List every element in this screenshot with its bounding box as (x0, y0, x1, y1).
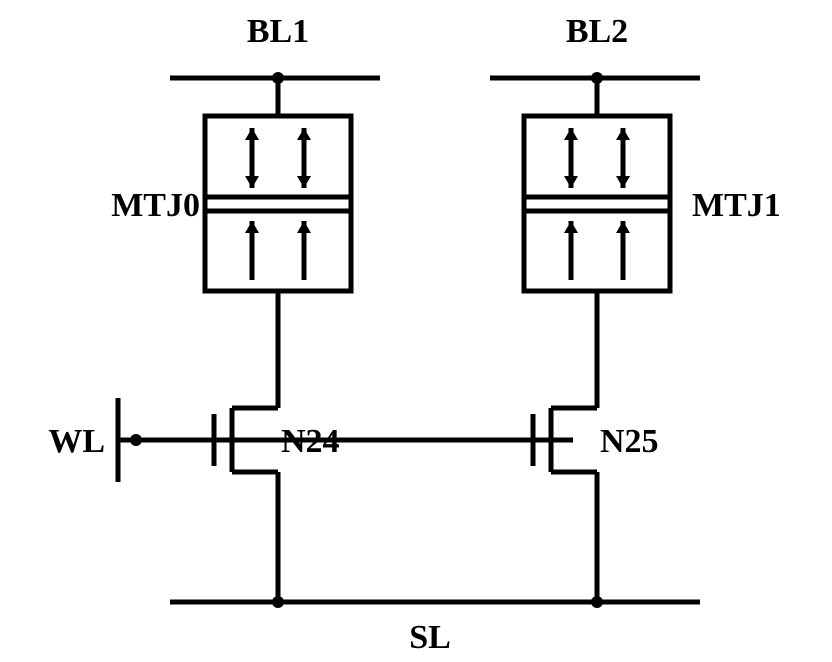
label-sl: SL (409, 619, 451, 656)
right-sl-dot (591, 596, 603, 608)
left-mtj-box (205, 116, 351, 291)
left-sl-dot (272, 596, 284, 608)
right-mtj-box (524, 116, 670, 291)
label-wl: WL (48, 423, 105, 460)
label-bl2: BL2 (566, 13, 628, 50)
label-bl1: BL1 (247, 13, 309, 50)
label-n25: N25 (600, 423, 659, 460)
right-bl-dot (591, 72, 603, 84)
label-mtj0: MTJ0 (111, 187, 200, 224)
circuit-diagram: BL1 BL2 MTJ0 MTJ1 WL N24 N25 SL (0, 0, 832, 662)
label-mtj1: MTJ1 (692, 187, 781, 224)
label-n24: N24 (281, 423, 340, 460)
left-bl-dot (272, 72, 284, 84)
wl-dot (130, 434, 142, 446)
